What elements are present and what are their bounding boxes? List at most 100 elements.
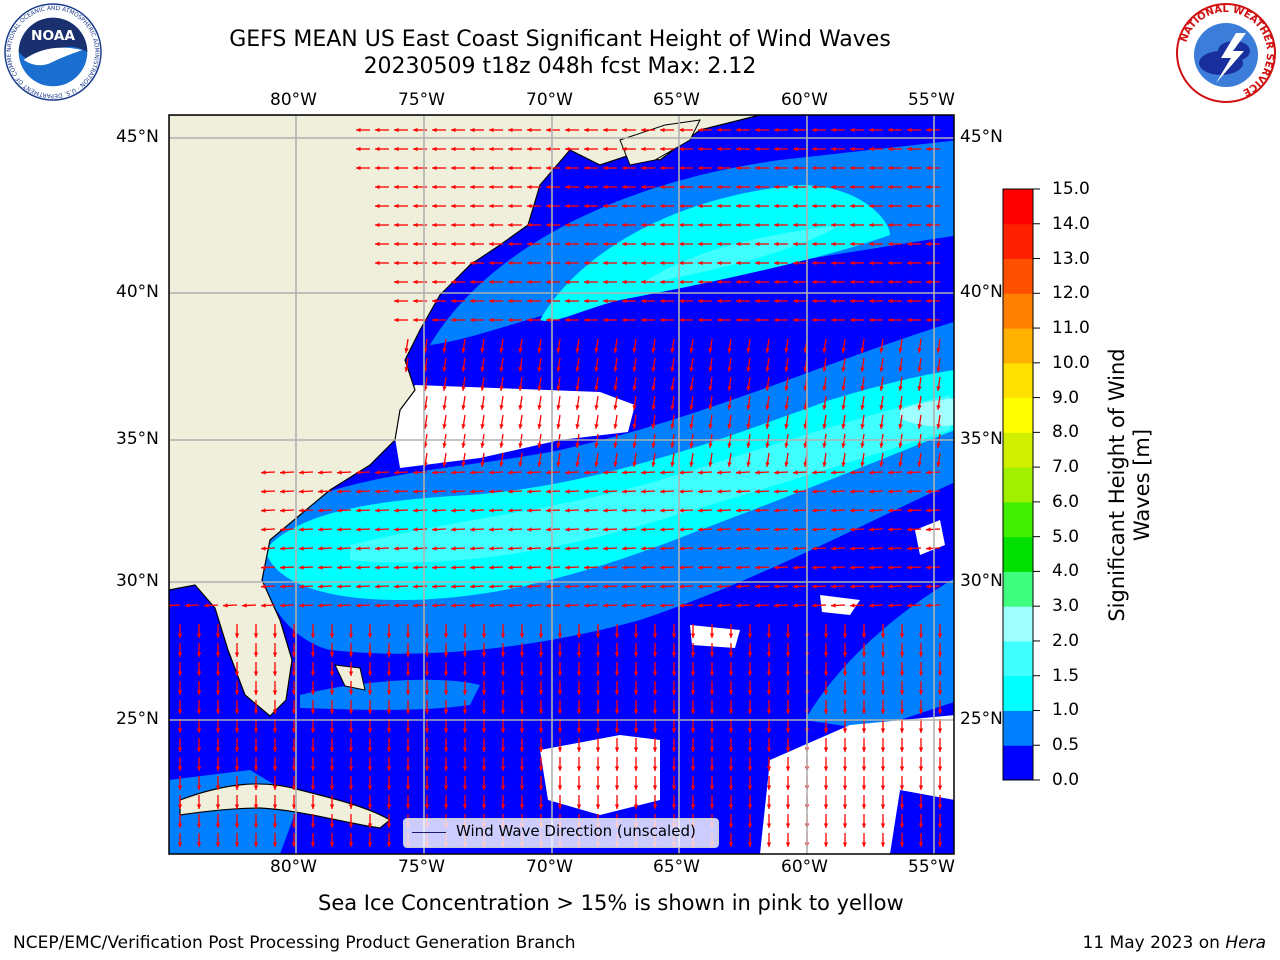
wave-direction-arrowhead	[375, 470, 380, 475]
wave-direction-arrowhead	[660, 565, 665, 570]
wave-direction-arrowhead	[926, 260, 931, 266]
wave-direction-arrowhead	[880, 747, 886, 752]
wave-direction-arrowhead	[917, 348, 922, 353]
wave-direction-arrowhead	[537, 367, 542, 372]
wave-direction-arrowhead	[518, 405, 523, 410]
wave-direction-arrowhead	[329, 728, 335, 733]
wave-direction-arrowhead	[888, 222, 893, 228]
wave-direction-arrowhead	[177, 823, 183, 828]
wave-direction-arrowhead	[831, 165, 836, 171]
wave-direction-arrowhead	[918, 690, 924, 695]
wave-direction-arrowhead	[424, 690, 430, 695]
wave-direction-arrowhead	[765, 386, 770, 391]
wave-direction-arrowhead	[404, 367, 409, 372]
wave-direction-arrowhead	[746, 443, 751, 448]
wave-direction-arrowhead	[519, 690, 525, 695]
no-data-area	[690, 625, 740, 648]
wave-direction-arrowhead	[386, 633, 392, 638]
wave-direction-arrowhead	[926, 203, 931, 209]
wave-direction-arrowhead	[413, 317, 418, 323]
wave-direction-arrowhead	[898, 405, 903, 410]
wave-direction-arrowhead	[348, 766, 354, 771]
wave-direction-arrowhead	[546, 584, 551, 589]
wave-direction-arrowhead	[546, 546, 551, 551]
wave-direction-arrowhead	[489, 146, 494, 152]
wave-direction-arrowhead	[405, 785, 411, 790]
wave-direction-arrowhead	[253, 652, 259, 657]
wave-direction-arrowhead	[280, 565, 285, 570]
wave-direction-arrowhead	[689, 386, 694, 391]
wave-direction-arrowhead	[812, 470, 817, 475]
wave-direction-arrowhead	[907, 184, 912, 190]
wave-direction-arrowhead	[461, 443, 466, 448]
wave-direction-arrowhead	[576, 671, 582, 676]
wave-direction-arrowhead	[234, 709, 240, 714]
wave-direction-arrowhead	[584, 184, 589, 190]
wave-direction-arrowhead	[451, 298, 456, 304]
wave-direction-arrowhead	[538, 747, 544, 752]
wave-direction-arrowhead	[736, 165, 741, 171]
wave-direction-arrowhead	[651, 367, 656, 372]
wave-direction-arrowhead	[575, 405, 580, 410]
wave-direction-arrowhead	[584, 165, 589, 171]
wave-direction-arrowhead	[918, 747, 924, 752]
wave-direction-arrowhead	[386, 690, 392, 695]
wave-direction-arrowhead	[689, 462, 694, 467]
wave-direction-arrowhead	[272, 842, 278, 847]
wave-direction-arrowhead	[918, 842, 924, 847]
wave-direction-arrowhead	[747, 671, 753, 676]
wave-direction-arrowhead	[841, 386, 846, 391]
wave-direction-arrowhead	[736, 127, 741, 133]
wave-direction-arrowhead	[747, 633, 753, 638]
wave-direction-arrowhead	[841, 348, 846, 353]
wave-direction-arrowhead	[519, 804, 525, 809]
wave-direction-arrowhead	[652, 785, 658, 790]
wave-direction-arrowhead	[508, 260, 513, 266]
wave-direction-arrowhead	[489, 584, 494, 589]
wave-direction-arrowhead	[888, 546, 893, 551]
colorbar-tick-label: 10.0	[1052, 352, 1090, 373]
wave-direction-arrowhead	[527, 317, 532, 323]
colorbar-tick-label: 2.0	[1052, 630, 1080, 651]
wave-direction-arrowhead	[386, 842, 392, 847]
wave-direction-arrowhead	[451, 241, 456, 247]
wave-direction-arrowhead	[728, 633, 734, 638]
no-data-area	[392, 385, 635, 468]
wave-direction-arrowhead	[926, 565, 931, 570]
wave-direction-arrowhead	[291, 728, 297, 733]
wave-direction-arrowhead	[823, 671, 829, 676]
wave-direction-arrowhead	[689, 405, 694, 410]
wave-direction-arrowhead	[622, 317, 627, 323]
wave-direction-arrowhead	[557, 804, 563, 809]
wave-direction-arrowhead	[793, 279, 798, 285]
wave-direction-arrowhead	[508, 222, 513, 228]
wave-direction-arrowhead	[860, 348, 865, 353]
wave-direction-arrowhead	[747, 652, 753, 657]
wave-direction-arrowhead	[755, 584, 760, 589]
colorbar	[1003, 188, 1040, 781]
wave-direction-arrowhead	[594, 462, 599, 467]
wave-direction-arrowhead	[394, 260, 399, 266]
wave-direction-arrowhead	[451, 279, 456, 285]
wave-direction-arrowhead	[538, 709, 544, 714]
wave-direction-arrowhead	[879, 424, 884, 429]
wave-direction-arrowhead	[679, 298, 684, 304]
wave-direction-arrowhead	[671, 671, 677, 676]
wave-direction-arrowhead	[660, 527, 665, 532]
legend-label: Wind Wave Direction (unscaled)	[456, 822, 696, 840]
wave-direction-arrowhead	[442, 367, 447, 372]
wave-direction-arrowhead	[622, 527, 627, 532]
wave-direction-arrowhead	[709, 652, 715, 657]
wave-direction-arrowhead	[442, 424, 447, 429]
wave-direction-arrowhead	[386, 728, 392, 733]
wave-direction-arrowhead	[500, 804, 506, 809]
wave-direction-arrowhead	[386, 785, 392, 790]
lat-tick-right: 35°N	[960, 429, 1003, 449]
wave-direction-arrowhead	[451, 546, 456, 551]
wave-direction-arrowhead	[651, 405, 656, 410]
wave-direction-arrowhead	[565, 317, 570, 323]
wave-direction-arrowhead	[717, 146, 722, 152]
wave-direction-arrowhead	[850, 317, 855, 323]
wave-direction-arrowhead	[565, 279, 570, 285]
wave-direction-arrowhead	[936, 443, 941, 448]
